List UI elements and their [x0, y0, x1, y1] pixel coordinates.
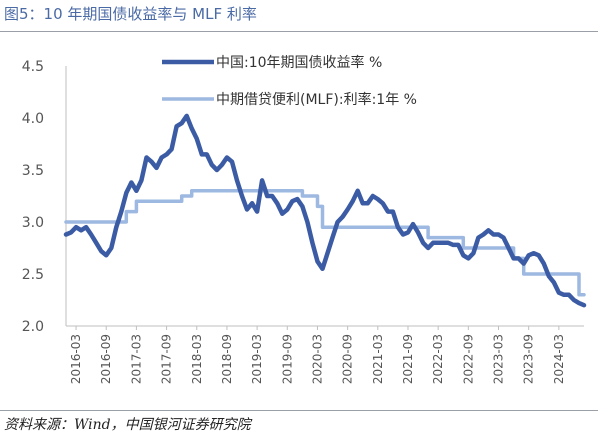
- series-layer: [63, 113, 587, 308]
- y-tick-label: 4.0: [22, 111, 44, 127]
- source-divider: [0, 410, 598, 411]
- x-tick-label: 2021-03: [371, 334, 385, 384]
- legend-label-2: 中期借贷便利(MLF):利率:1年 %: [216, 91, 417, 108]
- x-tick-label: 2017-03: [129, 334, 143, 384]
- x-tick-label: 2022-09: [461, 334, 475, 384]
- x-tick-label: 2024-03: [552, 334, 566, 384]
- y-tick-label: 3.5: [22, 163, 44, 179]
- title-divider: [0, 31, 598, 32]
- x-tick-label: 2023-09: [522, 334, 536, 384]
- x-tick-label: 2018-09: [220, 334, 234, 384]
- x-tick-label: 2016-03: [69, 334, 83, 384]
- chart-title: 图5：10 年期国债收益率与 MLF 利率: [4, 5, 257, 23]
- chart-area: 4.5 4.0 3.5 3.0 2.5 2.0 2016-03 2016-09 2017-03 2…: [22, 54, 587, 384]
- source-note: 资料来源：Wind，中国银河证券研究院: [4, 417, 251, 433]
- legend-label-1: 中国:10年期国债收益率 %: [216, 54, 382, 71]
- x-tick-label: 2023-03: [492, 334, 506, 384]
- y-tick-label: 2.5: [22, 267, 44, 283]
- x-tick-label: 2019-03: [250, 334, 264, 384]
- x-tick-label: 2017-09: [160, 334, 174, 384]
- x-tick-label: 2018-03: [190, 334, 204, 384]
- series-line-2: [64, 189, 586, 297]
- x-tick-label: 2019-09: [280, 334, 294, 384]
- y-tick-label: 4.5: [22, 59, 44, 75]
- x-tick-label: 2021-09: [401, 334, 415, 384]
- series-line-1: [63, 113, 587, 308]
- axes-layer: 4.5 4.0 3.5 3.0 2.5 2.0 2016-03 2016-09 2017-03 2…: [22, 59, 584, 384]
- x-tick-label: 2020-09: [341, 334, 355, 384]
- x-tick-label: 2016-09: [99, 334, 113, 384]
- y-tick-label: 3.0: [22, 215, 44, 231]
- y-tick-label: 2.0: [22, 319, 44, 335]
- x-tick-label: 2022-03: [431, 334, 445, 384]
- legend: 中国:10年期国债收益率 % 中期借贷便利(MLF):利率:1年 %: [162, 54, 417, 108]
- x-tick-label: 2020-03: [310, 334, 324, 384]
